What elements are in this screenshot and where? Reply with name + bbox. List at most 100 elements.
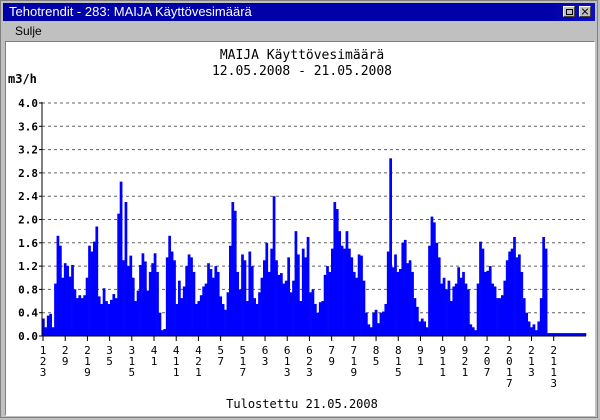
bar [294,231,298,336]
y-tick-label: 0.0 [18,330,38,343]
y-tick-label: 2.4 [18,190,38,203]
bar [547,333,550,336]
bar [333,202,337,336]
bar [163,329,167,336]
bar [399,269,402,336]
bar [243,260,247,336]
bar [340,245,344,336]
bar [488,266,492,336]
bar [51,327,55,336]
bar [493,286,497,336]
x-tick-label: 2 [40,355,47,368]
y-tick-label: 3.2 [18,144,38,157]
bar [76,298,79,336]
bar [95,226,99,336]
bar [207,263,210,336]
bar [129,255,133,336]
x-tick-label: 2 [506,344,513,357]
bar [221,303,225,336]
bar [486,270,490,336]
bar [338,231,342,336]
x-tick-label: 1 [395,355,402,368]
bar [258,292,261,336]
bar [66,266,70,336]
bar [379,312,383,336]
bar [578,333,582,336]
bar [331,248,334,337]
restore-icon[interactable] [563,6,575,17]
x-tick-label: 3 [528,366,535,379]
bar [467,289,470,336]
bar [241,254,244,336]
bar [416,306,419,337]
bar [306,236,310,336]
bar [238,289,242,336]
menu-bar: Sulje [3,22,595,40]
x-tick-label: 1 [506,366,513,379]
bar [153,253,157,336]
bar [389,158,393,336]
bar [107,303,111,336]
bar [180,298,184,336]
bar [326,266,329,336]
bar [170,251,174,336]
bar [503,280,507,336]
bar [250,266,254,336]
y-tick-label: 1.2 [18,260,38,273]
bar [440,283,444,336]
bar [182,286,186,336]
menu-item-close[interactable]: Sulje [15,24,42,38]
close-icon[interactable] [579,6,591,17]
x-tick-label: 7 [328,344,335,357]
x-tick-label: 6 [284,344,291,357]
title-bar[interactable]: Tehotrendit - 283: MAIJA Käyttövesimäärä [3,3,595,21]
bar [93,241,96,336]
bar [491,283,495,336]
bar [56,235,60,336]
x-tick-label: 1 [550,355,557,368]
bar [289,292,293,336]
bar [71,264,74,336]
x-tick-label: 1 [84,355,91,368]
bar [119,181,123,336]
x-tick-label: 1 [151,355,158,368]
x-tick-label: 1 [462,366,469,379]
chart-title: MAIJA Käyttövesimäärä [220,48,384,63]
bar [117,213,121,336]
bar [185,266,189,336]
bar [372,312,376,336]
x-tick-label: 9 [84,366,91,379]
bar [413,298,417,336]
bar [428,245,431,336]
bar [403,239,407,336]
x-tick-label: 8 [373,344,380,357]
bar [406,263,410,336]
bar [263,260,266,336]
bar [464,283,468,336]
bar [190,257,193,336]
bar [165,257,169,336]
bar [447,280,451,336]
bar [255,303,259,336]
bar [246,301,249,336]
bar [309,292,312,336]
x-tick-label: 3 [106,344,113,357]
x-tick-label: 2 [528,344,535,357]
bar [253,298,257,336]
bar [496,298,499,336]
bar [515,257,519,336]
bar [542,236,546,336]
bar [282,283,286,336]
bar [267,271,271,336]
bar [435,242,439,336]
x-tick-label: 3 [129,344,136,357]
bar [571,333,575,336]
x-tick-label: 8 [395,344,402,357]
x-tick-label: 7 [351,344,358,357]
bar [442,277,446,336]
bar [401,242,405,336]
bar [527,321,531,336]
bar [561,333,565,336]
bar [110,299,113,336]
x-tick-label: 1 [195,366,202,379]
